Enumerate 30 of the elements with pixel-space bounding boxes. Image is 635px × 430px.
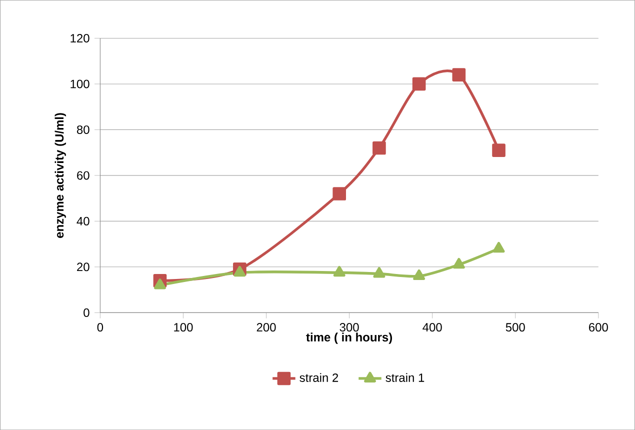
point	[452, 68, 466, 82]
y-tick-label: 0	[84, 308, 90, 317]
y-tick-label: 120	[70, 34, 90, 42]
point	[452, 258, 465, 269]
point	[413, 269, 426, 280]
x-tick-label: 600	[589, 322, 608, 332]
point	[154, 278, 166, 290]
y-axis-title: enzyme activity (U/ml)	[54, 113, 66, 238]
point	[333, 266, 346, 277]
legend-label: strain 2	[300, 373, 338, 382]
legend-label: strain 1	[386, 373, 424, 382]
point	[492, 144, 506, 157]
x-tick-label: 400	[422, 322, 442, 332]
x-tick-label: 100	[174, 322, 193, 332]
point	[412, 77, 426, 91]
point	[332, 186, 346, 200]
x-axis-title: time ( in hours)	[306, 332, 392, 344]
point	[373, 267, 386, 278]
y-tick-label: 20	[77, 262, 90, 272]
x-tick-label: 0	[97, 322, 104, 332]
x-tick-label: 500	[506, 322, 525, 332]
point	[372, 141, 386, 155]
x-tick-label: 200	[256, 322, 276, 332]
y-tick-label: 60	[77, 171, 90, 180]
y-tick-label: 80	[76, 125, 90, 134]
y-tick-label: 100	[70, 80, 90, 88]
point	[492, 242, 505, 253]
y-tick-label: 40	[76, 216, 90, 226]
x-tick-label: 300	[340, 322, 359, 332]
point	[234, 266, 246, 277]
